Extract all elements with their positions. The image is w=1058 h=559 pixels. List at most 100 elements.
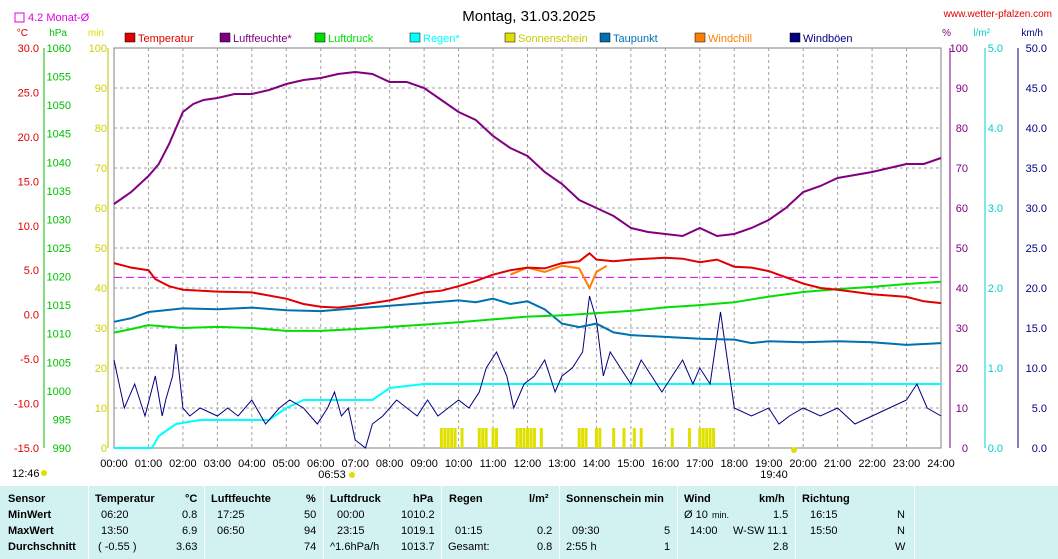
tick-time: 04:00 [238, 458, 266, 470]
cell: Ø 10 [684, 509, 708, 521]
tick-time: 08:00 [376, 458, 404, 470]
sunshine-bar [477, 428, 481, 448]
legend-swatch [219, 32, 231, 43]
tick-time: 05:00 [273, 458, 301, 470]
sunshine-bar [622, 428, 626, 448]
sunshine-bar [670, 428, 674, 448]
sunshine-bar [522, 428, 526, 448]
axis-unit-kmh: km/h [1021, 28, 1043, 39]
cell: 17:25 [217, 509, 245, 521]
tick-kmh: 25.0 [1026, 243, 1047, 255]
weather-chart: Montag, 31.03.2025 www.wetter-pfalzen.com… [12, 8, 1052, 481]
hdr-rain-unit: l/m² [529, 493, 549, 505]
sun-icon [41, 470, 47, 476]
hdr-dir: Richtung [802, 493, 850, 505]
cell: 0.8 [182, 509, 198, 521]
tick-min: 0 [101, 443, 107, 455]
sunshine-bar [446, 428, 450, 448]
tick-time: 24:00 [927, 458, 955, 470]
cell: 3.63 [176, 541, 198, 553]
legend-item: Windböen [803, 33, 853, 45]
legend-item: Windchill [708, 33, 752, 45]
cell: min. [712, 510, 730, 520]
cell: ( -0.55 ) [98, 541, 137, 553]
tick-hpa: 1055 [47, 72, 71, 84]
row-label-max: MaxWert [8, 525, 54, 537]
tick-lm2: 1.0 [988, 363, 1003, 375]
legend-item: Luftdruck [328, 33, 374, 45]
sunshine-bar [460, 428, 464, 448]
stats-table: Sensor Temperatur °C Luftfeuchte % Luftd… [0, 486, 1058, 559]
hdr-hum-unit: % [306, 493, 316, 505]
sunshine-bar [705, 428, 709, 448]
tick-lm2: 5.0 [988, 43, 1003, 55]
tick-hpa: 1015 [47, 300, 71, 312]
tick-kmh: 10.0 [1026, 363, 1047, 375]
avg-legend-box [14, 12, 25, 23]
sun-duration: 12:46 [12, 468, 40, 480]
tick-percent: 60 [956, 203, 968, 215]
tick-min: 40 [95, 283, 107, 295]
cell: 1013.7 [401, 541, 435, 553]
tick-time: 18:00 [720, 458, 748, 470]
legend-swatch [504, 32, 516, 43]
series-windben [113, 295, 942, 449]
tick-min: 70 [95, 163, 107, 175]
hdr-hum: Luftfeuchte [211, 493, 271, 505]
hdr-temp: Temperatur [95, 493, 155, 505]
sunshine-bar [701, 428, 705, 448]
tick-time: 00:00 [100, 458, 128, 470]
legend-swatch [599, 32, 611, 43]
tick-min: 20 [95, 363, 107, 375]
tick-kmh: 40.0 [1026, 123, 1047, 135]
tick-lm2: 4.0 [988, 123, 1003, 135]
tick-hpa: 1000 [47, 386, 71, 398]
tick-lm2: 2.0 [988, 283, 1003, 295]
sunset-time: 19:40 [760, 469, 788, 481]
tick-min: 80 [95, 123, 107, 135]
tick-lm2: 0.0 [988, 443, 1003, 455]
site-url: www.wetter-pfalzen.com [943, 9, 1052, 20]
sunshine-bar [687, 428, 691, 448]
sunshine-bar [491, 428, 495, 448]
tick-time: 23:00 [893, 458, 921, 470]
cell: 0.8 [537, 541, 553, 553]
cell: 16:15 [810, 509, 838, 521]
sunshine-bar [594, 428, 598, 448]
sunshine-bar [453, 428, 457, 448]
cell: 06:50 [217, 525, 245, 537]
cell: 09:30 [572, 525, 600, 537]
tick-kmh: 45.0 [1026, 83, 1047, 95]
cell: 1 [664, 541, 671, 553]
tick-hpa: 1040 [47, 157, 71, 169]
series-regen [114, 383, 941, 449]
tick-percent: 50 [956, 243, 968, 255]
tick-hpa: 1045 [47, 129, 71, 141]
cell: 01:15 [455, 525, 483, 537]
legend-swatch [124, 32, 136, 43]
sunset-icon [791, 447, 797, 453]
sunshine-bar [639, 428, 643, 448]
tick-hpa: 1020 [47, 272, 71, 284]
tick-hpa: 1025 [47, 243, 71, 255]
cell: 6.9 [182, 525, 198, 537]
sunshine-bar [519, 428, 523, 448]
legend-swatch [314, 32, 326, 43]
tick-percent: 90 [956, 83, 968, 95]
sunrise-icon [349, 472, 355, 478]
tick-hpa: 990 [53, 443, 71, 455]
cell: 15:50 [810, 525, 838, 537]
sunshine-bar [484, 428, 488, 448]
tick-hpa: 995 [53, 414, 71, 426]
tick-kmh: 15.0 [1026, 323, 1047, 335]
hdr-press: Luftdruck [330, 493, 381, 505]
tick-time: 07:00 [341, 458, 369, 470]
avg-label: 4.2 Monat-Ø [28, 12, 90, 24]
tick-time: 12:00 [514, 458, 542, 470]
tick-percent: 10 [956, 403, 968, 415]
cell: 5 [664, 525, 671, 537]
tick-time: 02:00 [169, 458, 197, 470]
tick-min: 60 [95, 203, 107, 215]
legend-swatch [409, 32, 421, 43]
tick-celsius: 20.0 [18, 132, 39, 144]
